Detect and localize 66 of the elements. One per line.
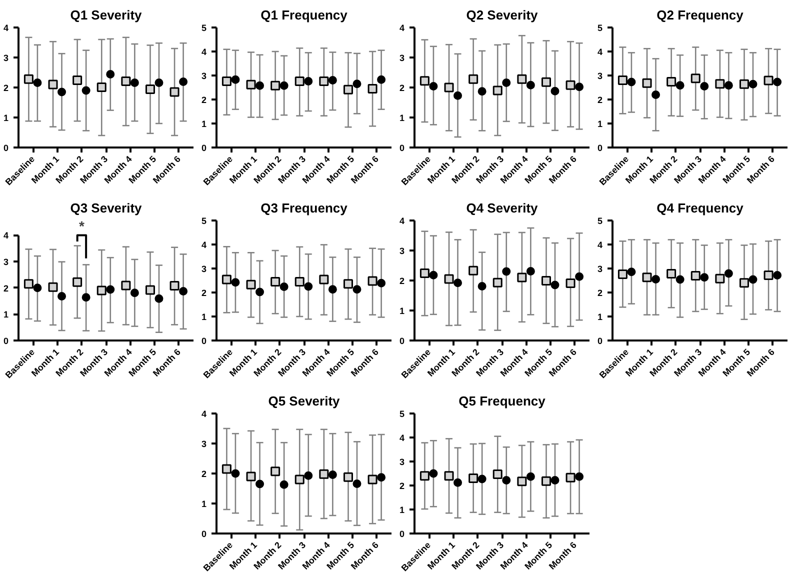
chart-title: Q5 Severity: [268, 394, 341, 408]
y-tick-label: 2: [201, 95, 207, 105]
y-tick-label: 2: [597, 288, 603, 298]
y-tick-label: 0: [399, 143, 405, 153]
y-tick-label: 4: [3, 23, 9, 33]
y-tick-label: 5: [597, 216, 603, 226]
y-tick-label: 3: [597, 71, 603, 81]
y-tick-label: 2: [3, 283, 9, 294]
y-tick-label: 2: [399, 83, 405, 93]
y-tick-label: 3: [201, 71, 207, 81]
y-tick-label: 3: [399, 53, 405, 63]
chart-title: Q5 Frequency: [458, 394, 546, 408]
y-tick-label: 5: [597, 23, 603, 33]
y-tick-label: 0: [201, 143, 207, 153]
y-tick-label: 0: [399, 336, 405, 346]
y-tick-label: 4: [201, 47, 207, 57]
y-tick-label: 2: [597, 95, 603, 105]
chart-title: Q1 Severity: [70, 8, 143, 22]
y-tick-label: 3: [201, 264, 207, 274]
y-tick-label: 4: [399, 216, 405, 226]
y-tick-label: 4: [597, 240, 603, 250]
y-tick-label: 3: [399, 457, 405, 467]
y-tick-label: 1: [201, 119, 207, 129]
chart-title: Q2 Frequency: [656, 8, 744, 22]
y-tick-label: 1: [201, 312, 207, 322]
y-tick-label: 1: [201, 499, 207, 509]
y-tick-label: 4: [399, 433, 405, 443]
y-tick-label: 0: [597, 143, 603, 153]
y-tick-label: 2: [201, 469, 207, 479]
y-tick-label: 5: [201, 23, 207, 33]
chart-title: Q1 Frequency: [260, 8, 348, 22]
y-tick-label: 0: [3, 336, 9, 346]
y-tick-label: 3: [597, 264, 603, 274]
y-tick-label: 3: [201, 439, 207, 449]
y-tick-label: 0: [399, 529, 405, 539]
y-tick-label: 0: [3, 143, 9, 153]
y-tick-label: 4: [201, 240, 207, 250]
y-tick-label: 5: [399, 409, 405, 419]
y-tick-label: 3: [3, 53, 9, 63]
chart-title: Q2 Severity: [466, 8, 539, 22]
y-tick-label: 2: [3, 83, 9, 93]
y-tick-label: 0: [201, 529, 207, 539]
y-tick-label: 3: [399, 246, 405, 256]
y-tick-label: 1: [3, 310, 9, 320]
y-tick-label: 3: [3, 257, 9, 268]
y-tick-label: 1: [597, 119, 603, 129]
y-tick-label: 1: [597, 312, 603, 322]
y-tick-label: 4: [3, 230, 9, 241]
y-tick-label: 5: [201, 216, 207, 226]
y-tick-label: 1: [3, 113, 9, 123]
y-tick-label: 4: [399, 23, 405, 33]
y-tick-label: 2: [399, 481, 405, 491]
y-tick-label: 1: [399, 113, 405, 123]
y-tick-label: 4: [201, 409, 207, 419]
text: *: [78, 218, 85, 234]
y-tick-label: 0: [597, 336, 603, 346]
chart-title: Q4 Frequency: [656, 200, 744, 216]
y-tick-label: 0: [201, 336, 207, 346]
chart-title: Q3 Frequency: [260, 200, 348, 216]
chart-title: Q3 Severity: [70, 200, 143, 216]
y-tick-label: 1: [399, 505, 405, 515]
y-tick-label: 1: [399, 306, 405, 316]
y-tick-label: 4: [597, 47, 603, 57]
y-tick-label: 2: [399, 276, 405, 286]
y-tick-label: 2: [201, 288, 207, 298]
chart-title: Q4 Severity: [466, 200, 539, 216]
